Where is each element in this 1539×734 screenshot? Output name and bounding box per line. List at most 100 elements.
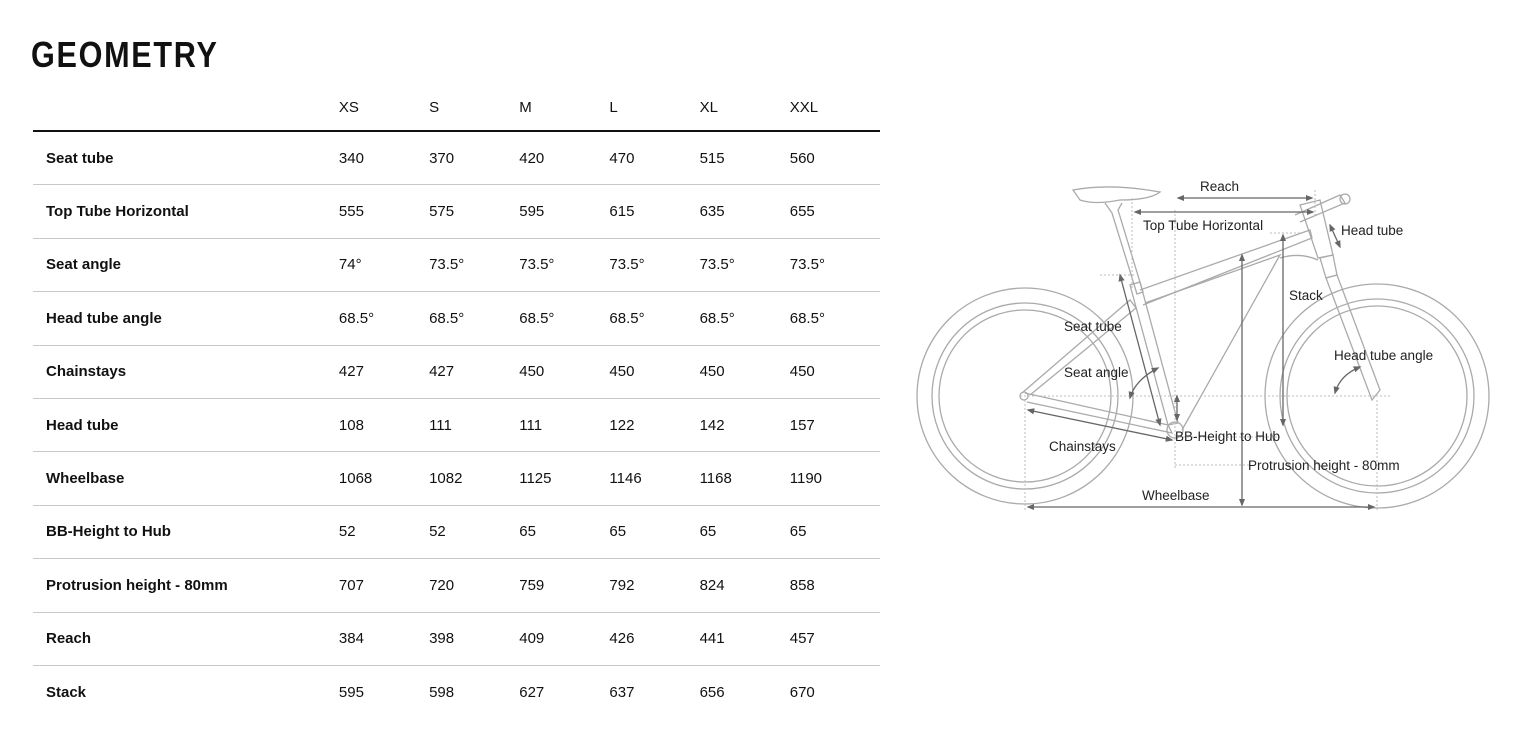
row-label: Top Tube Horizontal — [33, 184, 339, 239]
table-row: Stack 595 598 627 637 656 670 — [33, 665, 880, 718]
cell-value: 656 — [699, 683, 725, 701]
seatstay — [1021, 299, 1137, 396]
stem — [1294, 194, 1346, 223]
size-header: XXL — [789, 84, 880, 132]
row-label: Protrusion height - 80mm — [33, 558, 339, 613]
cell-value: 627 — [519, 683, 545, 701]
label-stack: Stack — [1289, 288, 1323, 303]
cell-value: 65 — [789, 505, 880, 560]
header-empty — [33, 84, 339, 132]
chainstay — [1024, 392, 1174, 434]
table-row: Head tube 108 111 111 122 142 157 — [33, 398, 880, 453]
fork — [1325, 274, 1381, 402]
cell-value: 1125 — [519, 451, 610, 506]
cell-value: 74° — [338, 238, 430, 293]
cell-value: 655 — [789, 184, 880, 239]
label-seat-tube: Seat tube — [1064, 319, 1122, 334]
table-header-row: XS S M L XL XXL — [33, 84, 880, 132]
cell-value: 142 — [699, 398, 790, 453]
table-row: Seat angle 74° 73.5° 73.5° 73.5° 73.5° 73.5° — [33, 238, 880, 293]
head-tube — [1299, 199, 1334, 259]
cell-value: 111 — [429, 398, 520, 453]
cell-value: 340 — [338, 131, 430, 186]
label-seat-angle: Seat angle — [1064, 365, 1129, 380]
cell-value: 470 — [609, 131, 700, 186]
cell-value: 73.5° — [699, 238, 790, 293]
cell-value: 68.5° — [699, 291, 790, 346]
row-label: Head tube angle — [33, 291, 339, 346]
cell-value: 670 — [789, 683, 815, 701]
cell-value: 555 — [338, 184, 430, 239]
label-head-tube: Head tube — [1341, 223, 1403, 238]
table-row: Chainstays 427 427 450 450 450 450 — [33, 345, 880, 399]
cell-value: 398 — [429, 612, 520, 666]
row-label: Wheelbase — [33, 451, 339, 506]
cell-value: 457 — [789, 612, 880, 666]
page-title: GEOMETRY — [31, 34, 219, 75]
cell-value: 157 — [789, 398, 880, 453]
cell-value: 108 — [338, 398, 430, 453]
cell-value: 427 — [429, 345, 520, 399]
cell-value: 720 — [429, 558, 520, 613]
size-header: XL — [699, 84, 790, 132]
cell-value: 73.5° — [609, 238, 700, 293]
cell-value: 68.5° — [519, 291, 610, 346]
cell-value: 824 — [699, 558, 790, 613]
cell-value: 73.5° — [429, 238, 520, 293]
row-label: Reach — [33, 612, 339, 666]
row-label: Chainstays — [33, 345, 339, 399]
cell-value: 560 — [789, 131, 880, 186]
dimension-arrows — [1026, 194, 1376, 511]
cell-value: 65 — [699, 505, 790, 560]
cell-value: 65 — [519, 505, 610, 560]
label-chainstays: Chainstays — [1049, 439, 1116, 454]
row-label: Stack — [46, 683, 87, 701]
cell-value: 575 — [429, 184, 520, 239]
cell-value: 111 — [519, 398, 610, 453]
label-reach: Reach — [1200, 179, 1239, 194]
cell-value: 409 — [519, 612, 610, 666]
cell-value: 52 — [338, 505, 430, 560]
head-tube-arrow — [1329, 223, 1341, 249]
table-row: Seat tube 340 370 420 470 515 560 — [33, 131, 880, 186]
cell-value: 427 — [338, 345, 430, 399]
label-protrusion: Protrusion height - 80mm — [1248, 458, 1400, 473]
table-row: Head tube angle 68.5° 68.5° 68.5° 68.5° 68.5°… — [33, 291, 880, 346]
label-wheelbase: Wheelbase — [1142, 488, 1210, 503]
table-row: Protrusion height - 80mm 707 720 759 792 824 8… — [33, 558, 880, 613]
cell-value: 441 — [699, 612, 790, 666]
row-label: BB-Height to Hub — [33, 505, 339, 560]
table-row: BB-Height to Hub 52 52 65 65 65 65 — [33, 505, 880, 560]
cell-value: 1146 — [609, 451, 700, 506]
cell-value: 450 — [699, 345, 790, 399]
cell-value: 68.5° — [789, 291, 880, 346]
cell-value: 73.5° — [789, 238, 880, 293]
cell-value: 68.5° — [429, 291, 520, 346]
label-top-tube: Top Tube Horizontal — [1143, 218, 1263, 233]
table-row: Reach 384 398 409 426 441 457 — [33, 612, 880, 666]
table-row: Top Tube Horizontal 555 575 595 615 635 655 — [33, 184, 880, 239]
cell-value: 122 — [609, 398, 700, 453]
cell-value: 515 — [699, 131, 790, 186]
cell-value: 450 — [519, 345, 610, 399]
cell-value: 384 — [338, 612, 430, 666]
cell-value: 858 — [789, 558, 880, 613]
cell-value: 450 — [789, 345, 880, 399]
label-bb-height: BB-Height to Hub — [1175, 429, 1280, 444]
seat-angle-arrow — [1128, 367, 1160, 400]
cell-value: 68.5° — [338, 291, 430, 346]
cell-value: 595 — [338, 683, 364, 701]
cell-value: 73.5° — [519, 238, 610, 293]
saddle — [1071, 186, 1162, 204]
size-header: M — [519, 84, 610, 132]
row-label: Head tube — [33, 398, 339, 453]
cell-value: 450 — [609, 345, 700, 399]
cell-value: 595 — [519, 184, 610, 239]
cell-value: 792 — [609, 558, 700, 613]
seat-tube-arrow — [1118, 273, 1162, 427]
geometry-table: XS S M L XL XXL Seat tube 340 370 420 470 515… — [33, 84, 880, 718]
cell-value: 707 — [338, 558, 430, 613]
size-header: L — [609, 84, 700, 132]
cell-value: 635 — [699, 184, 790, 239]
